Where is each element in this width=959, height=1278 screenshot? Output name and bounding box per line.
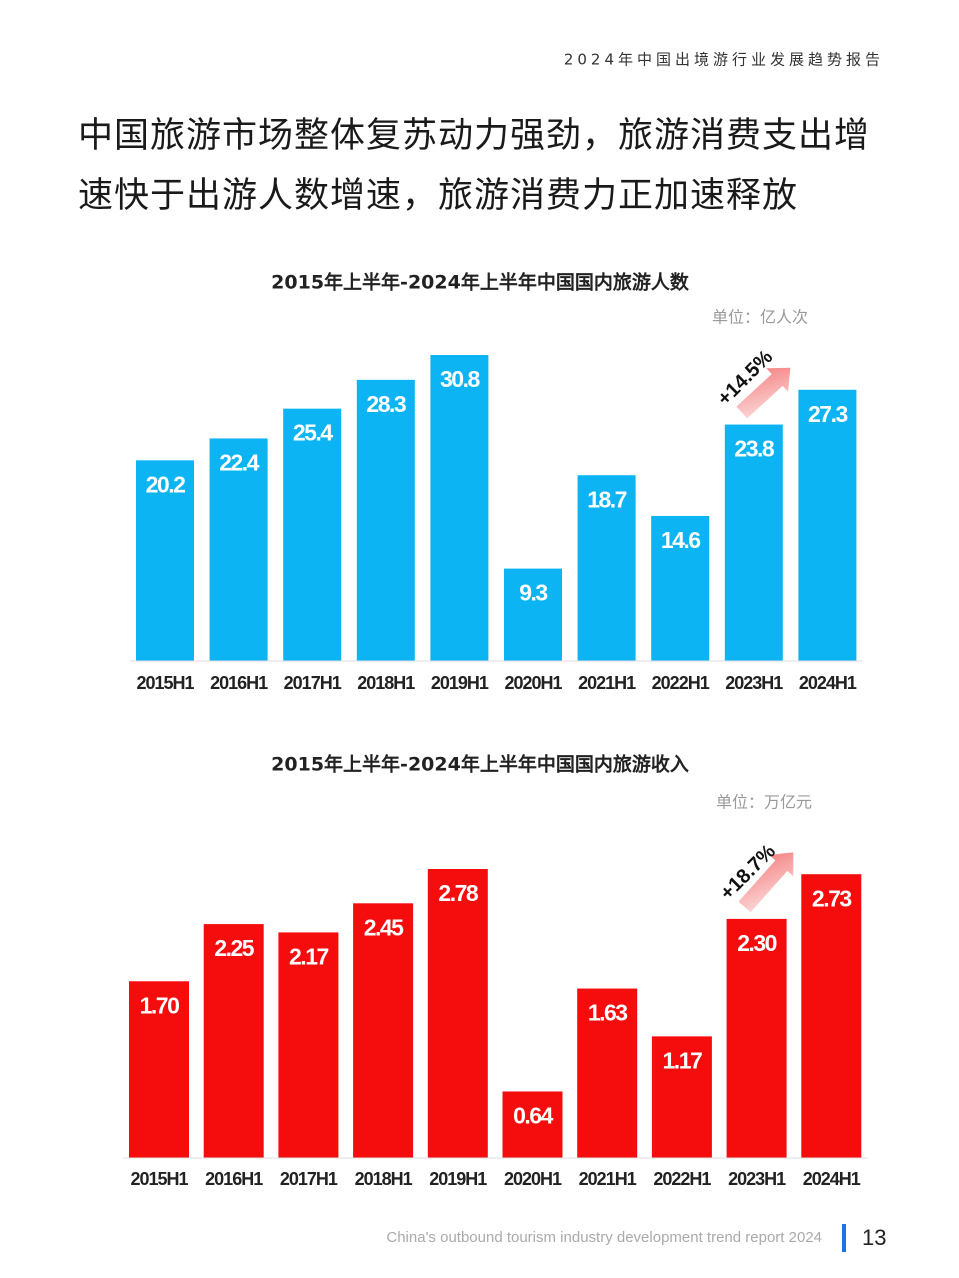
bar [129, 981, 189, 1158]
bar [353, 903, 414, 1158]
bar [283, 408, 342, 661]
data-label: 2.25 [214, 935, 254, 961]
page-number: 13 [862, 1225, 886, 1250]
x-tick-label: 2023H1 [725, 673, 783, 693]
x-tick-label: 2017H1 [284, 673, 342, 693]
heading-line: 速快于出游人数增速，旅游消费力正加速释放 [78, 176, 798, 216]
x-tick-label: 2018H1 [355, 1169, 413, 1189]
x-tick-label: 2016H1 [210, 673, 268, 693]
bar [209, 438, 268, 661]
bar [798, 389, 857, 661]
x-tick-label: 2019H1 [429, 1169, 487, 1189]
chart-title: 2015年上半年-2024年上半年中国国内旅游收入 [271, 753, 689, 776]
x-tick-label: 2022H1 [652, 673, 710, 693]
x-tick-label: 2024H1 [803, 1169, 861, 1189]
data-label: 2.45 [364, 914, 404, 940]
footer-bar [842, 1224, 846, 1252]
bar [651, 1036, 712, 1158]
data-label: 30.8 [440, 366, 480, 392]
bar [726, 918, 787, 1158]
data-label: 0.64 [513, 1103, 553, 1129]
data-label: 1.17 [663, 1047, 702, 1073]
data-label: 27.3 [808, 401, 847, 427]
bar [504, 568, 562, 661]
data-label: 20.2 [146, 471, 185, 497]
bar [577, 988, 638, 1158]
x-tick-label: 2024H1 [799, 673, 857, 693]
data-label: 18.7 [587, 486, 626, 512]
data-label: 28.3 [366, 391, 405, 417]
bar [356, 379, 415, 661]
x-tick-label: 2015H1 [136, 673, 194, 693]
growth-arrow [738, 852, 794, 913]
data-label: 22.4 [219, 450, 259, 476]
bar [430, 355, 489, 661]
unit-label: 单位：万亿元 [716, 793, 812, 812]
header: 2024年中国出境游行业发展趋势报告 [564, 51, 884, 69]
x-tick-label: 2020H1 [504, 673, 562, 693]
x-tick-label: 2020H1 [504, 1169, 562, 1189]
data-label: 2.30 [737, 930, 776, 956]
unit-label: 单位：亿人次 [712, 308, 808, 327]
x-tick-label: 2017H1 [280, 1169, 338, 1189]
data-label: 1.70 [140, 992, 179, 1018]
data-label: 14.6 [661, 527, 700, 553]
chart-title: 2015年上半年-2024年上半年中国国内旅游人数 [271, 271, 690, 294]
bar [278, 932, 339, 1158]
x-tick-label: 2015H1 [130, 1169, 188, 1189]
data-label: 23.8 [734, 436, 774, 462]
x-tick-label: 2023H1 [728, 1169, 786, 1189]
bar [502, 1091, 563, 1158]
data-label: 25.4 [293, 420, 333, 446]
bar [651, 515, 710, 661]
bar [724, 424, 783, 661]
x-tick-label: 2021H1 [579, 1169, 637, 1189]
data-label: 2.17 [289, 943, 328, 969]
data-label: 1.63 [588, 1000, 627, 1026]
x-tick-label: 2022H1 [653, 1169, 711, 1189]
bar [203, 924, 264, 1158]
x-tick-label: 2016H1 [205, 1169, 263, 1189]
bar [136, 460, 194, 661]
x-tick-label: 2018H1 [357, 673, 415, 693]
bar [427, 869, 488, 1158]
data-label: 2.78 [438, 880, 478, 906]
bar [801, 874, 862, 1158]
footer: China's outbound tourism industry develo… [386, 1229, 822, 1246]
bar [577, 475, 636, 661]
growth-arrow [736, 367, 791, 419]
data-label: 2.73 [812, 885, 851, 911]
heading-line: 中国旅游市场整体复苏动力强劲，旅游消费支出增 [78, 116, 870, 156]
data-label: 9.3 [519, 580, 547, 606]
x-tick-label: 2021H1 [578, 673, 636, 693]
x-tick-label: 2019H1 [431, 673, 489, 693]
